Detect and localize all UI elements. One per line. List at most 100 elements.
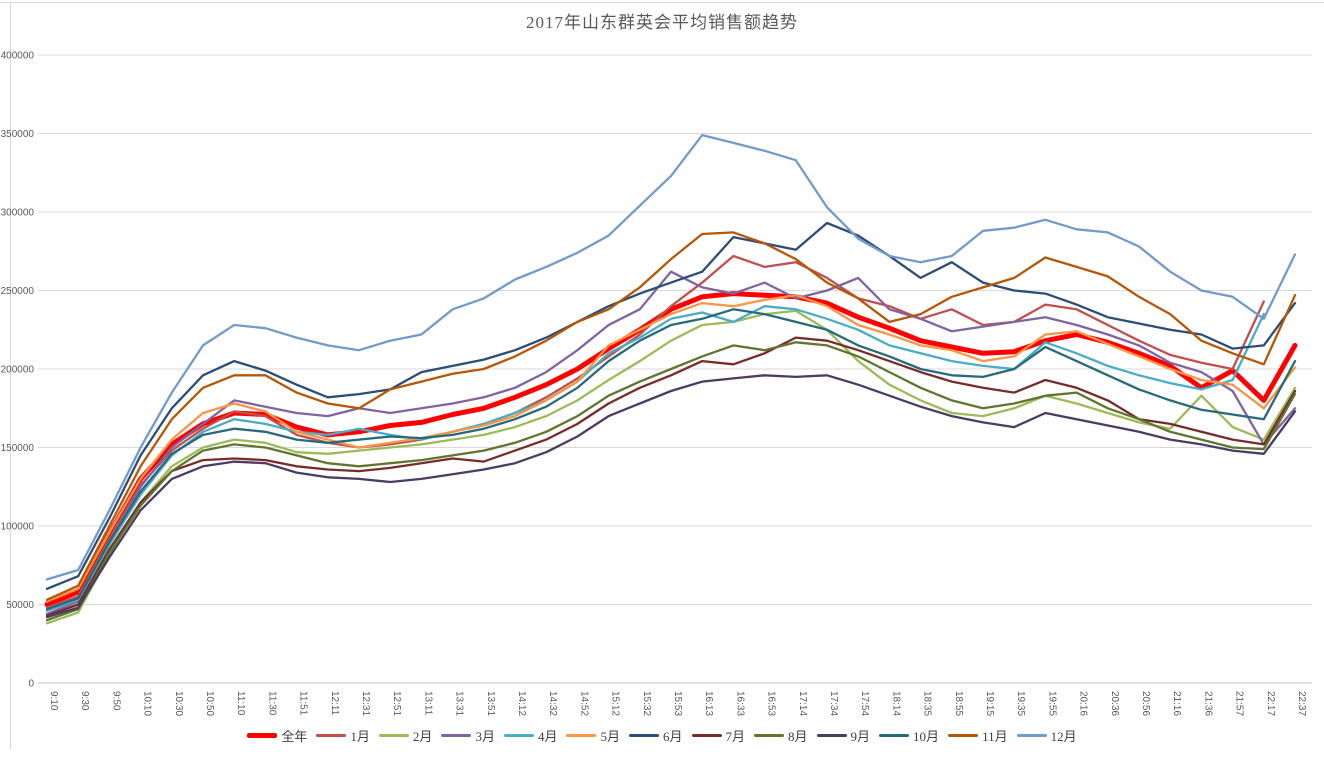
- x-tick-label: 12:51: [391, 691, 402, 716]
- x-tick-label: 14:52: [578, 691, 589, 716]
- legend-swatch-1月: [316, 734, 347, 737]
- legend-swatch-12月: [1016, 734, 1047, 737]
- legend-swatch-10月: [879, 734, 910, 737]
- x-tick-label: 12:11: [329, 691, 340, 716]
- series-line-6月[interactable]: [45, 221, 1297, 590]
- x-tick-label: 15:12: [610, 691, 621, 716]
- series-line-8月[interactable]: [45, 341, 1297, 622]
- y-tick-label: 300000: [1, 208, 35, 219]
- legend-label-12月: 12月: [1050, 729, 1077, 744]
- legend-label-10月: 10月: [913, 729, 940, 744]
- legend-label-7月: 7月: [725, 729, 746, 744]
- legend-swatch-全年: [247, 733, 278, 738]
- legend-item-1月[interactable]: 1月: [316, 726, 370, 745]
- x-tick-label: 19:35: [1015, 691, 1026, 716]
- legend-label-3月: 3月: [475, 729, 495, 744]
- series-line-7月[interactable]: [45, 336, 1297, 617]
- legend-item-9月[interactable]: 9月: [816, 726, 871, 745]
- x-tick-label: 17:34: [828, 691, 839, 716]
- series-lines: [44, 133, 1298, 625]
- legend-item-11月[interactable]: 11月: [948, 726, 1008, 745]
- x-tick-label: 9:10: [48, 691, 59, 711]
- x-tick-label: 12:31: [360, 691, 371, 716]
- x-tick-label: 18:35: [922, 691, 933, 716]
- x-tick-label: 11:10: [235, 691, 246, 716]
- x-tick-label: 21:36: [1202, 691, 1213, 716]
- legend-item-6月[interactable]: 6月: [628, 726, 683, 745]
- x-tick-label: 19:55: [1046, 691, 1057, 716]
- legend-swatch-4月: [503, 734, 534, 737]
- y-tick-label: 400000: [1, 51, 35, 62]
- legend-swatch-8月: [754, 734, 785, 737]
- x-tick-label: 13:51: [485, 691, 496, 716]
- x-tick-label: 16:13: [703, 691, 714, 716]
- x-axis-labels: 9:10 9:30 9:50 10:10 10:30 10:50 11:10 11:30 11:…: [48, 691, 1307, 716]
- x-tick-label: 10:10: [142, 691, 153, 716]
- x-tick-label: 21:16: [1171, 691, 1182, 716]
- legend-item-12月[interactable]: 12月: [1016, 726, 1077, 745]
- x-tick-label: 17:54: [859, 691, 870, 716]
- legend-swatch-5月: [566, 734, 597, 737]
- chart-legend: 全年 1月 2月 3月 4月 5月 6月 7月 8月 9月 10月 11月 12月: [0, 726, 1324, 745]
- legend-item-7月[interactable]: 7月: [691, 726, 746, 745]
- legend-label-9月: 9月: [850, 729, 871, 744]
- x-tick-label: 15:32: [641, 691, 652, 716]
- x-tick-label: 13:11: [422, 691, 433, 716]
- x-tick-label: 11:30: [266, 691, 277, 716]
- legend-swatch-6月: [628, 734, 659, 737]
- y-gridlines: [38, 54, 1312, 684]
- x-tick-label: 21:57: [1234, 691, 1245, 716]
- x-tick-label: 16:53: [766, 691, 777, 716]
- series-line-3月[interactable]: [45, 270, 1297, 616]
- x-tick-label: 13:31: [454, 691, 465, 716]
- x-tick-label: 14:12: [516, 691, 527, 716]
- series-line-11月[interactable]: [45, 231, 1297, 601]
- legend-swatch-2月: [378, 734, 409, 737]
- x-tick-label: 16:33: [734, 691, 745, 716]
- x-tick-label: 19:15: [984, 691, 995, 716]
- x-tick-label: 22:17: [1265, 691, 1276, 716]
- series-line-1月[interactable]: [45, 254, 1265, 609]
- x-tick-label: 17:14: [797, 691, 808, 716]
- legend-swatch-7月: [691, 734, 722, 737]
- legend-item-5月[interactable]: 5月: [566, 726, 620, 745]
- legend-label-4月: 4月: [537, 729, 558, 744]
- series-line-2月[interactable]: [45, 309, 1297, 625]
- series-line-5月[interactable]: [45, 294, 1297, 603]
- x-tick-label: 15:53: [672, 691, 683, 716]
- window-top-border: [0, 2, 1324, 3]
- legend-label-6月: 6月: [662, 729, 683, 744]
- x-tick-label: 20:56: [1140, 691, 1151, 716]
- series-line-12月[interactable]: [45, 133, 1297, 581]
- x-tick-label: 10:30: [173, 691, 184, 716]
- legend-item-10月[interactable]: 10月: [879, 726, 939, 745]
- y-tick-label: 200000: [1, 365, 35, 376]
- y-tick-label: 250000: [1, 286, 35, 297]
- series-line-9月[interactable]: [45, 374, 1297, 619]
- chart-title: 2017年山东群英会平均销售额趋势: [526, 13, 798, 32]
- legend-item-4月[interactable]: 4月: [503, 726, 558, 745]
- legend-swatch-3月: [441, 734, 472, 737]
- legend-item-3月[interactable]: 3月: [441, 726, 495, 745]
- legend-label-全年: 全年: [281, 729, 308, 744]
- legend-label-5月: 5月: [600, 729, 620, 744]
- y-tick-label: 0: [28, 679, 34, 690]
- y-tick-label: 100000: [1, 522, 35, 533]
- x-tick-label: 20:36: [1109, 691, 1120, 716]
- x-tick-label: 22:37: [1296, 691, 1307, 716]
- x-tick-label: 11:51: [298, 691, 309, 716]
- legend-item-2月[interactable]: 2月: [378, 726, 433, 745]
- legend-label-1月: 1月: [350, 729, 370, 744]
- y-tick-label: 150000: [1, 443, 35, 454]
- x-tick-label: 18:14: [890, 691, 901, 716]
- legend-label-2月: 2月: [412, 729, 433, 744]
- legend-label-8月: 8月: [788, 729, 808, 744]
- x-tick-label: 9:50: [110, 691, 121, 711]
- x-tick-label: 14:32: [547, 691, 558, 716]
- legend-item-全年[interactable]: 全年: [247, 726, 307, 745]
- series-line-4月[interactable]: [45, 305, 1265, 612]
- series-line-10月[interactable]: [45, 308, 1297, 611]
- legend-item-8月[interactable]: 8月: [754, 726, 808, 745]
